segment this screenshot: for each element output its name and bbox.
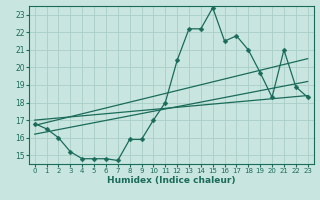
X-axis label: Humidex (Indice chaleur): Humidex (Indice chaleur) [107, 176, 236, 185]
